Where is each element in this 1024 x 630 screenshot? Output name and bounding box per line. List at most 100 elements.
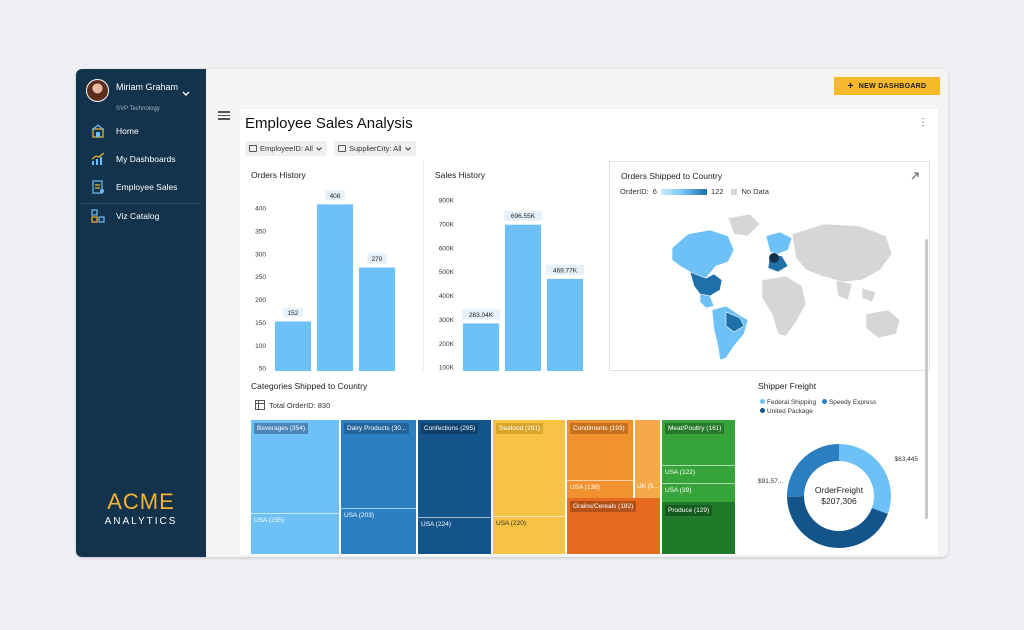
donut-center-value: $207,306 — [821, 496, 857, 506]
bar[interactable] — [546, 278, 584, 371]
treemap-category-label: Dairy Products (30... — [344, 423, 410, 434]
treemap-sub-label: USA (220) — [496, 520, 526, 527]
filter-supplier-city[interactable]: SupplierCity: All — [334, 141, 416, 156]
legend-item: United Package — [760, 408, 813, 415]
y-tick-label: 300K — [439, 317, 455, 324]
shipper-donut-chart: OrderFreight$207,306 $63,445 $91,57... — [758, 444, 918, 548]
filter-employee-id[interactable]: EmployeeID: All — [245, 141, 327, 156]
bar[interactable] — [504, 224, 542, 371]
user-name: Miriam Graham — [116, 82, 179, 92]
company-logo: ACME ANALYTICS — [76, 489, 206, 527]
treemap-cell[interactable]: Seafood (291) USA (220) — [493, 420, 566, 555]
orders-history-card: Orders History 0501001502002503003504001… — [240, 161, 423, 371]
bar[interactable] — [462, 323, 500, 371]
hamburger-menu-icon[interactable] — [218, 111, 230, 120]
donut-slice[interactable] — [787, 444, 839, 497]
bar[interactable] — [358, 267, 396, 371]
treemap-subcell[interactable]: USA (122) — [662, 465, 735, 483]
new-dashboard-button[interactable]: + NEW DASHBOARD — [834, 77, 940, 95]
treemap-sub-label: USA (122) — [665, 469, 695, 476]
sidebar-item-my-dashboards[interactable]: My Dashboards — [76, 146, 206, 172]
sidebar: Miriam Graham SVP Technology Home My Das… — [76, 69, 206, 557]
treemap-sub-label: UK (5... — [637, 483, 660, 490]
bar[interactable] — [316, 204, 354, 371]
plus-icon: + — [847, 80, 854, 92]
treemap-subcell[interactable]: USA (138) — [567, 480, 633, 498]
filter-label: SupplierCity: All — [349, 144, 402, 153]
legend-label: United Package — [767, 408, 813, 415]
card-title: Orders Shipped to Country — [621, 171, 723, 181]
shipper-legend: Federal Shipping Speedy Express United P… — [760, 398, 925, 416]
sidebar-item-employee-sales[interactable]: Employee Sales — [76, 174, 206, 200]
y-tick-label: 150 — [255, 320, 266, 327]
shipper-freight-card: Shipper Freight Federal Shipping Speedy … — [747, 372, 930, 555]
chevron-down-icon — [316, 146, 322, 151]
page-title: Employee Sales Analysis — [245, 115, 413, 132]
catalog-icon — [91, 209, 105, 223]
card-title: Shipper Freight — [758, 381, 817, 391]
sidebar-item-label: Employee Sales — [116, 182, 178, 192]
bar[interactable] — [274, 321, 312, 371]
scrollbar[interactable] — [925, 239, 928, 519]
legend-item: Federal Shipping — [760, 399, 816, 406]
chevron-down-icon — [404, 146, 411, 151]
sidebar-item-viz-catalog[interactable]: Viz Catalog — [76, 203, 206, 229]
legend-label: Federal Shipping — [767, 399, 817, 406]
user-profile[interactable]: Miriam Graham SVP Technology — [86, 79, 202, 119]
categories-treemap[interactable]: Beverages (354) USA (255) Dairy Products (… — [251, 420, 736, 555]
more-options-icon[interactable]: ⋮ — [918, 117, 928, 128]
treemap-subcell[interactable]: USA (220) — [493, 516, 565, 554]
legend-max: 122 — [710, 187, 724, 196]
data-label: 283.04K — [469, 312, 494, 319]
y-tick-label: 50 — [259, 366, 267, 371]
app-window: Miriam Graham SVP Technology Home My Das… — [76, 69, 948, 557]
sidebar-item-label: Viz Catalog — [116, 211, 160, 221]
treemap-cell[interactable]: Produce (129) — [662, 502, 736, 555]
treemap-sub-label: USA (39) — [665, 487, 692, 494]
orders-history-chart: 0501001502002503003504001521996408199727… — [255, 190, 396, 371]
legend-label: OrderID: — [620, 187, 649, 196]
treemap-cell[interactable] — [635, 420, 661, 498]
treemap-cell[interactable]: Beverages (354) USA (255) — [251, 420, 340, 555]
treemap-cell[interactable]: Dairy Products (30... USA (203) — [341, 420, 417, 555]
report-icon — [92, 180, 104, 194]
y-tick-label: 200K — [439, 341, 455, 348]
treemap-category-label: Produce (129) — [665, 505, 713, 516]
logo-subtitle: ANALYTICS — [104, 516, 178, 527]
sidebar-item-label: My Dashboards — [116, 154, 176, 164]
data-label-bg — [503, 210, 543, 221]
treemap-cell[interactable]: Grains/Cereals (182) — [567, 498, 661, 555]
world-map[interactable] — [610, 162, 931, 372]
treemap-subcell[interactable]: USA (255) — [251, 513, 339, 554]
treemap-sub-label: USA (203) — [344, 512, 374, 519]
y-tick-label: 300 — [255, 251, 266, 258]
expand-icon[interactable] — [911, 172, 919, 180]
donut-slice[interactable] — [839, 444, 891, 514]
donut-slice[interactable] — [787, 496, 888, 548]
new-dashboard-label: NEW DASHBOARD — [858, 82, 927, 90]
home-icon — [91, 124, 105, 138]
dashboard-panel: Employee Sales Analysis ⋮ EmployeeID: Al… — [240, 109, 938, 555]
treemap-subcell[interactable]: USA (203) — [341, 508, 416, 554]
legend-gradient — [660, 188, 707, 195]
avatar — [86, 79, 109, 102]
sidebar-item-home[interactable]: Home — [76, 118, 206, 144]
treemap-cell[interactable]: Confections (295) USA (224) — [418, 420, 492, 555]
data-label: 270 — [372, 256, 383, 263]
y-tick-label: 100K — [439, 365, 455, 371]
treemap-sub-label: USA (224) — [421, 521, 451, 528]
total-label: Total OrderID: 830 — [269, 400, 331, 410]
treemap-subcell[interactable]: USA (224) — [418, 517, 491, 554]
treemap-category-label: Beverages (354) — [254, 423, 309, 434]
chevron-down-icon[interactable] — [182, 89, 190, 99]
y-tick-label: 800K — [439, 198, 455, 205]
topbar: + NEW DASHBOARD — [206, 69, 948, 107]
card-title: Orders History — [251, 170, 306, 180]
treemap-sub-label: USA (138) — [570, 484, 600, 491]
treemap-total: Total OrderID: 830 — [255, 400, 330, 410]
sidebar-item-label: Home — [116, 126, 139, 136]
donut-center-label: OrderFreight — [815, 485, 864, 495]
user-role: SVP Technology — [116, 106, 160, 112]
chart-trend-icon — [91, 152, 105, 165]
treemap-subcell[interactable]: USA (39) — [662, 483, 735, 502]
